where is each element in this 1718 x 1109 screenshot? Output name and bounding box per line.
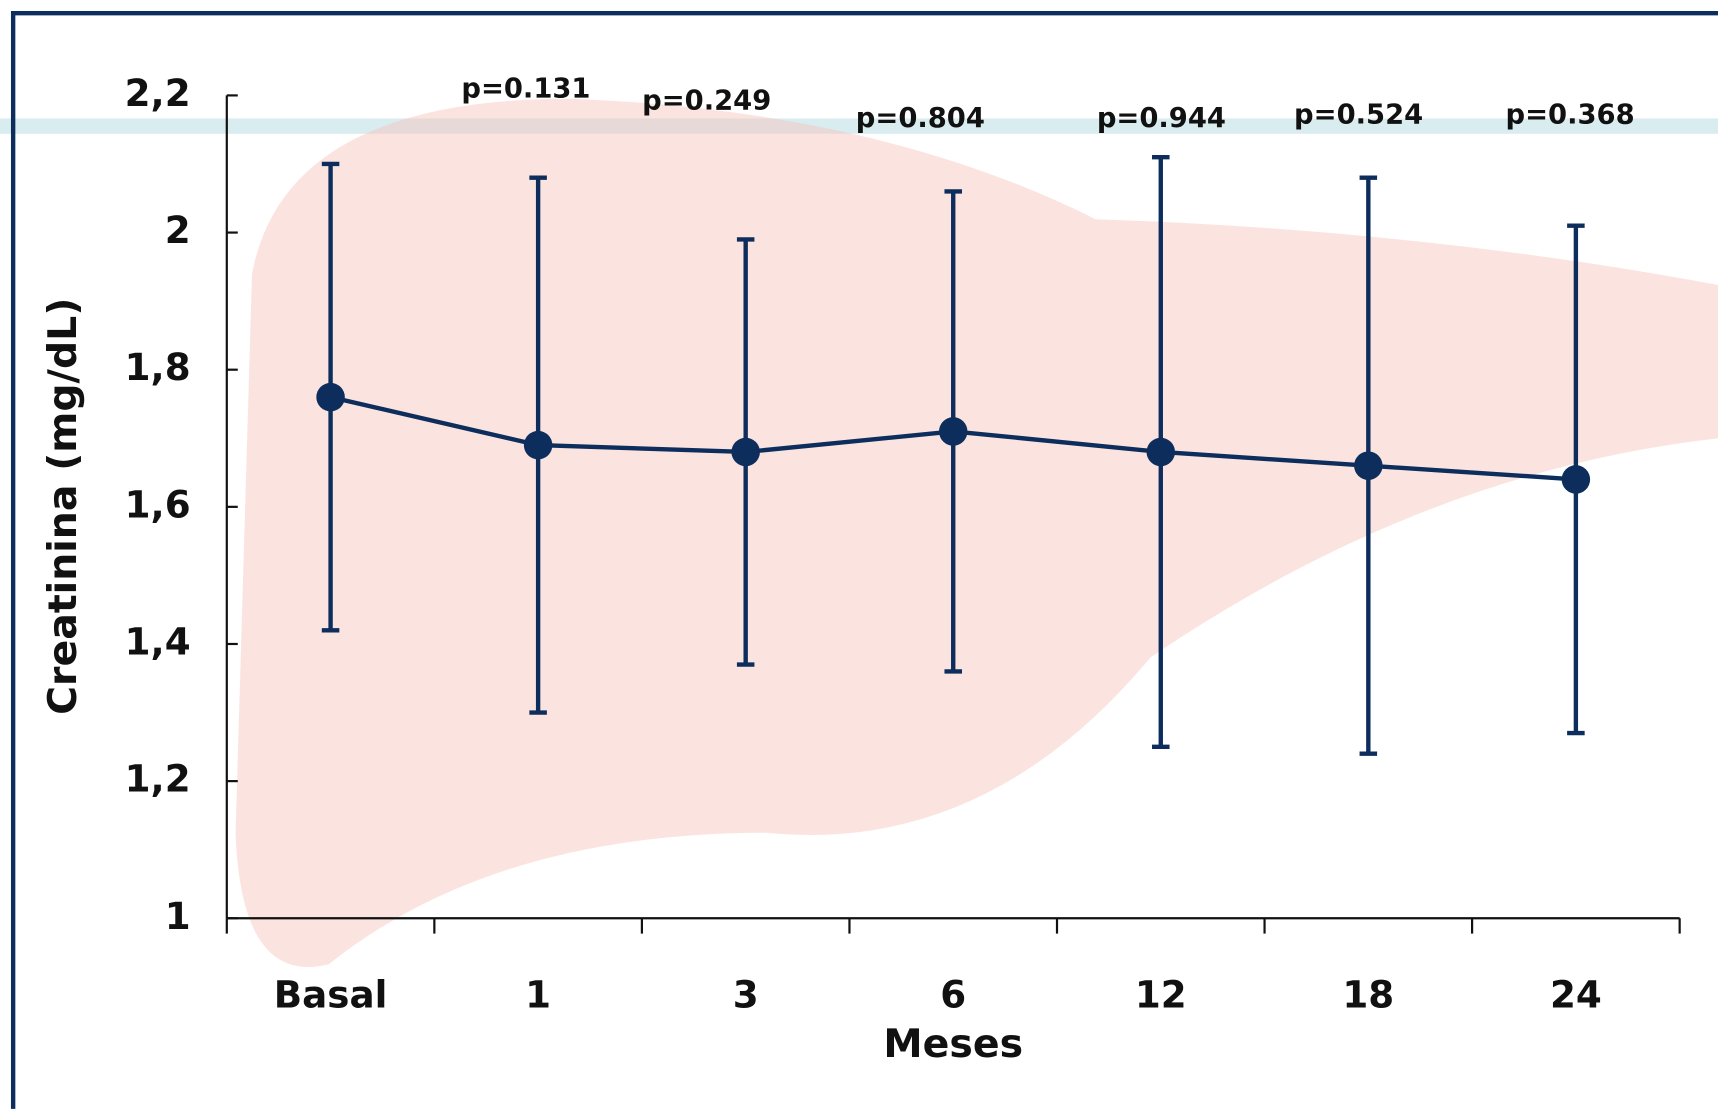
x-tick-label: 12: [1135, 973, 1187, 1017]
p-value-annotation: p=0.524: [1294, 100, 1423, 131]
data-point: [523, 430, 553, 460]
data-point: [1561, 465, 1591, 494]
y-tick-label: 1: [165, 894, 191, 938]
y-tick-label: 1,2: [125, 757, 191, 801]
x-tick-label: 1: [525, 973, 551, 1017]
p-value-annotation: p=0.944: [1097, 103, 1226, 134]
p-value-annotation: p=0.131: [461, 73, 590, 104]
data-point: [1146, 437, 1176, 467]
frame: [10, 11, 1718, 1109]
decor-organ: [235, 98, 1718, 968]
data-point: [1354, 451, 1383, 480]
data-point: [731, 437, 760, 467]
x-axis-title: Meses: [883, 1021, 1023, 1067]
y-tick-label: 2: [165, 208, 191, 252]
x-tick-label: 24: [1550, 973, 1602, 1017]
y-tick-label: 1,6: [125, 482, 191, 526]
decor-band: [0, 118, 1718, 134]
y-axis-title: Creatinina (mg/dL): [40, 298, 86, 715]
p-value-annotation: p=0.804: [856, 103, 985, 134]
x-tick-label: 18: [1342, 973, 1394, 1017]
x-tick-label: Basal: [274, 973, 388, 1017]
p-value-annotation: p=0.368: [1506, 100, 1635, 131]
x-tick-label: 6: [940, 973, 966, 1017]
p-value-annotation: p=0.249: [642, 85, 771, 116]
x-tick-label: 3: [733, 973, 759, 1017]
data-point: [938, 417, 968, 446]
y-tick-label: 2,2: [125, 71, 191, 115]
y-tick-label: 1,4: [125, 619, 191, 663]
y-tick-label: 1,8: [125, 345, 191, 389]
data-point: [316, 382, 345, 412]
